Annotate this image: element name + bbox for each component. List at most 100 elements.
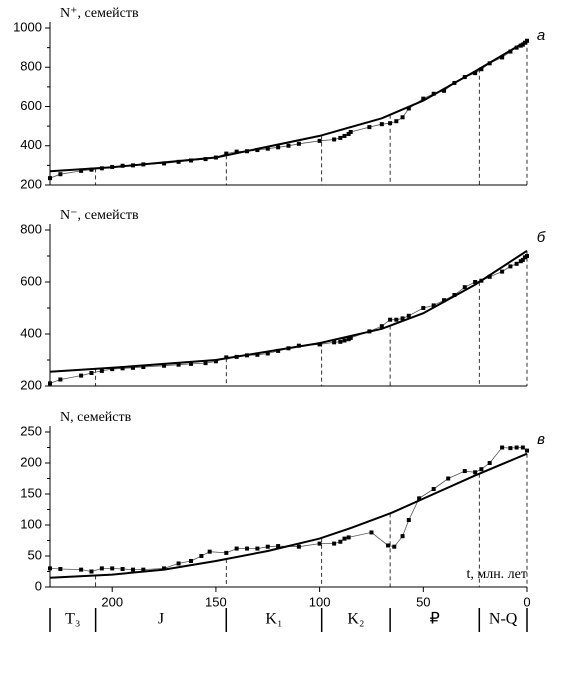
data-point — [207, 549, 212, 554]
series-line — [49, 447, 528, 572]
data-point — [120, 567, 125, 572]
data-point — [417, 496, 422, 501]
data-point — [141, 567, 146, 572]
data-point — [332, 541, 337, 546]
data-point — [276, 348, 281, 353]
data-point — [348, 335, 353, 340]
data-point — [442, 88, 447, 93]
data-point — [442, 298, 447, 303]
data-point — [520, 445, 525, 450]
data-point — [379, 324, 384, 329]
data-point — [276, 544, 281, 549]
data-point — [276, 145, 281, 150]
data-point — [514, 261, 519, 266]
x-axis-label: t, млн. лет — [466, 567, 527, 582]
series-line — [49, 255, 528, 384]
data-point — [99, 368, 104, 373]
y-axis-label: N⁻, семейств — [60, 208, 139, 223]
data-point — [79, 567, 84, 572]
data-point — [296, 544, 301, 549]
data-point — [58, 567, 63, 572]
data-point — [346, 337, 351, 342]
x-tick-label: 50 — [416, 594, 430, 609]
y-tick-label: 150 — [20, 485, 42, 500]
data-point — [406, 518, 411, 523]
data-point — [508, 264, 513, 269]
data-point — [514, 445, 519, 450]
panel-label: в — [537, 431, 545, 448]
data-point — [245, 546, 250, 551]
data-point — [176, 362, 181, 367]
data-point — [176, 561, 181, 566]
data-point — [213, 359, 218, 364]
data-point — [296, 141, 301, 146]
data-point — [255, 352, 260, 357]
data-point — [473, 470, 478, 475]
data-point — [265, 351, 270, 356]
data-point — [286, 143, 291, 148]
period-label: N-Q — [489, 611, 518, 628]
y-tick-label: 200 — [20, 454, 42, 469]
data-point — [224, 151, 229, 156]
data-point — [522, 255, 527, 260]
data-point — [379, 122, 384, 127]
data-point — [520, 257, 525, 262]
data-point — [473, 71, 478, 76]
y-tick-label: 800 — [20, 221, 42, 236]
y-axis-label: N, семейств — [60, 410, 132, 425]
data-point — [317, 138, 322, 143]
data-point — [162, 566, 167, 571]
data-point — [89, 167, 94, 172]
x-tick-label: 200 — [101, 594, 123, 609]
data-point — [462, 469, 467, 474]
data-point — [400, 115, 405, 120]
data-point — [406, 106, 411, 111]
period-label: T₃ — [65, 611, 80, 628]
data-point — [508, 446, 513, 451]
y-tick-label: 200 — [20, 176, 42, 191]
data-point — [79, 373, 84, 378]
data-point — [120, 366, 125, 371]
data-point — [130, 365, 135, 370]
data-point — [189, 558, 194, 563]
y-tick-label: 1000 — [13, 19, 42, 34]
data-point — [479, 467, 484, 472]
data-point — [189, 361, 194, 366]
data-point — [332, 340, 337, 345]
data-point — [388, 317, 393, 322]
data-point — [400, 316, 405, 321]
data-point — [525, 254, 529, 258]
data-point — [255, 148, 260, 153]
data-point — [342, 133, 347, 138]
data-point — [234, 546, 239, 551]
period-label: ₽ — [430, 611, 440, 628]
data-point — [500, 445, 505, 450]
data-point — [394, 317, 399, 322]
data-point — [48, 381, 52, 386]
series-line — [49, 452, 528, 579]
data-point — [406, 313, 411, 318]
data-point — [367, 125, 372, 130]
data-point — [199, 554, 204, 558]
data-point — [500, 269, 505, 274]
y-tick-label: 0 — [35, 578, 42, 593]
data-point — [48, 566, 52, 571]
data-point — [265, 544, 270, 549]
series-line — [49, 40, 528, 179]
data-point — [224, 550, 229, 555]
period-label: J — [158, 611, 164, 628]
data-point — [421, 306, 426, 310]
series-line — [49, 39, 528, 173]
data-point — [394, 119, 399, 124]
data-point — [421, 96, 426, 101]
data-point — [518, 43, 523, 48]
data-point — [110, 367, 115, 372]
y-tick-label: 600 — [20, 273, 42, 288]
panel-label: а — [537, 27, 545, 44]
data-point — [342, 536, 347, 541]
y-axis-label: N⁺, семейств — [60, 6, 139, 21]
data-point — [518, 259, 523, 264]
data-point — [487, 461, 492, 465]
series-line — [49, 249, 528, 373]
